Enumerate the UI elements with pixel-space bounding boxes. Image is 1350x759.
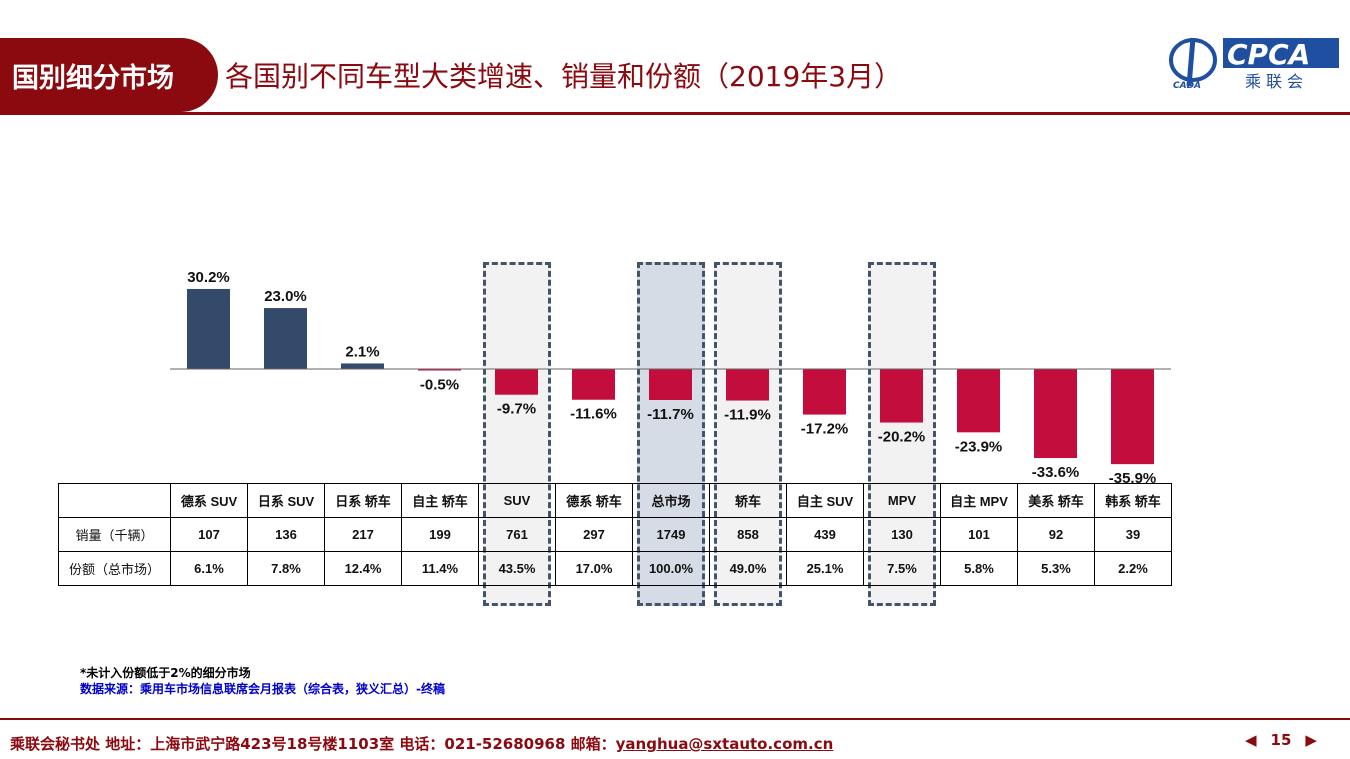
column-header: 韩系 轿车 xyxy=(1094,483,1172,518)
data-label: -23.9% xyxy=(955,438,1003,455)
bar xyxy=(1034,369,1077,459)
data-label: -35.9% xyxy=(1109,470,1157,487)
svg-text:CPCA: CPCA xyxy=(1227,38,1310,71)
data-source: 数据来源：乘用车市场信息联席会月报表（综合表，狭义汇总）-终稿 xyxy=(80,682,445,696)
cpca-logo: CADA CPCA 乘联会 xyxy=(1169,37,1339,90)
table-cell: 7.5% xyxy=(863,551,941,586)
table-cell: 107 xyxy=(170,517,248,552)
data-label: -0.5% xyxy=(420,377,459,394)
table-cell: 858 xyxy=(709,517,787,552)
data-label: -20.2% xyxy=(878,429,926,446)
data-label: -11.9% xyxy=(724,407,771,424)
table-cell: 39 xyxy=(1094,517,1172,552)
data-label: -9.7% xyxy=(497,401,536,418)
table-cell: 49.0% xyxy=(709,551,787,586)
data-label: -33.6% xyxy=(1032,464,1080,481)
table-cell: 2.2% xyxy=(1094,551,1172,586)
column-header: 日系 轿车 xyxy=(324,483,402,518)
corner-cell xyxy=(58,483,171,518)
table-cell: 5.8% xyxy=(940,551,1018,586)
data-label: 30.2% xyxy=(187,269,230,286)
table-cell: 297 xyxy=(555,517,633,552)
table-cell: 6.1% xyxy=(170,551,248,586)
data-label: 2.1% xyxy=(345,343,379,360)
column-header: 轿车 xyxy=(709,483,787,518)
column-header: 日系 SUV xyxy=(247,483,325,518)
page-title: 各国别不同车型大类增速、销量和份额（2019年3月） xyxy=(225,60,903,93)
bar xyxy=(341,363,384,369)
bar xyxy=(264,308,307,369)
header-divider xyxy=(0,112,1350,115)
table-cell: 1749 xyxy=(632,517,710,552)
page-number: 15 xyxy=(1270,731,1292,749)
footer-divider xyxy=(0,718,1350,720)
column-header: 美系 轿车 xyxy=(1017,483,1095,518)
column-header: 德系 轿车 xyxy=(555,483,633,518)
table-cell: 136 xyxy=(247,517,325,552)
column-header: 自主 轿车 xyxy=(401,483,479,518)
table-row-sales: 销量（千辆） 107 136 217 199 761 297 1749 858 439 130 101… xyxy=(58,517,1172,552)
row-label: 销量（千辆） xyxy=(58,517,171,552)
bar xyxy=(880,369,923,423)
table-row-share: 份额（总市场） 6.1% 7.8% 12.4% 11.4% 43.5% 17.0% 100.0… xyxy=(58,551,1172,586)
email-link[interactable]: yanghua@sxtauto.com.cn xyxy=(615,735,834,753)
data-table: 德系 SUV 日系 SUV 日系 轿车 自主 轿车 SUV 德系 轿车 总市场 轿车 自主 SU… xyxy=(58,483,1172,586)
bar xyxy=(495,369,538,395)
table-cell: 17.0% xyxy=(555,551,633,586)
table-cell: 11.4% xyxy=(401,551,479,586)
table-cell: 100.0% xyxy=(632,551,710,586)
section-tag: 国别细分市场 xyxy=(0,38,218,112)
footer-info: 乘联会秘书处 地址：上海市武宁路423号18号楼1103室 电话：021-526… xyxy=(10,733,833,754)
column-header: 德系 SUV xyxy=(170,483,248,518)
table-header-row: 德系 SUV 日系 SUV 日系 轿车 自主 轿车 SUV 德系 轿车 总市场 轿车 自主 SU… xyxy=(58,483,1172,518)
row-label: 份额（总市场） xyxy=(58,551,171,586)
footnote: *未计入份额低于2%的细分市场 xyxy=(80,666,251,680)
svg-text:CADA: CADA xyxy=(1173,81,1201,90)
data-label: -11.7% xyxy=(647,406,694,423)
pager: ◀ 15 ▶ xyxy=(1245,731,1317,749)
column-header: SUV xyxy=(478,483,556,518)
table-cell: 5.3% xyxy=(1017,551,1095,586)
table-cell: 101 xyxy=(940,517,1018,552)
column-header: 自主 MPV xyxy=(940,483,1018,518)
table-cell: 12.4% xyxy=(324,551,402,586)
data-label: 23.0% xyxy=(264,288,307,305)
data-label: -17.2% xyxy=(801,421,849,438)
bar xyxy=(1111,369,1154,465)
table-cell: 92 xyxy=(1017,517,1095,552)
bar xyxy=(726,369,769,401)
column-header: MPV xyxy=(863,483,941,518)
column-header: 总市场 xyxy=(632,483,710,518)
table-cell: 43.5% xyxy=(478,551,556,586)
table-cell: 439 xyxy=(786,517,864,552)
footer-text: 乘联会秘书处 地址：上海市武宁路423号18号楼1103室 电话：021-526… xyxy=(10,735,616,753)
table-cell: 130 xyxy=(863,517,941,552)
bar xyxy=(957,369,1000,433)
bar xyxy=(649,369,692,401)
next-page-icon[interactable]: ▶ xyxy=(1305,731,1317,749)
table-cell: 199 xyxy=(401,517,479,552)
svg-text:乘联会: 乘联会 xyxy=(1245,72,1308,90)
bar xyxy=(803,369,846,415)
bar xyxy=(418,369,461,371)
data-label: -11.6% xyxy=(570,406,617,423)
table-cell: 7.8% xyxy=(247,551,325,586)
table-cell: 25.1% xyxy=(786,551,864,586)
bar xyxy=(187,288,230,369)
table-cell: 761 xyxy=(478,517,556,552)
bar xyxy=(572,369,615,400)
column-header: 自主 SUV xyxy=(786,483,864,518)
table-cell: 217 xyxy=(324,517,402,552)
prev-page-icon[interactable]: ◀ xyxy=(1245,731,1257,749)
